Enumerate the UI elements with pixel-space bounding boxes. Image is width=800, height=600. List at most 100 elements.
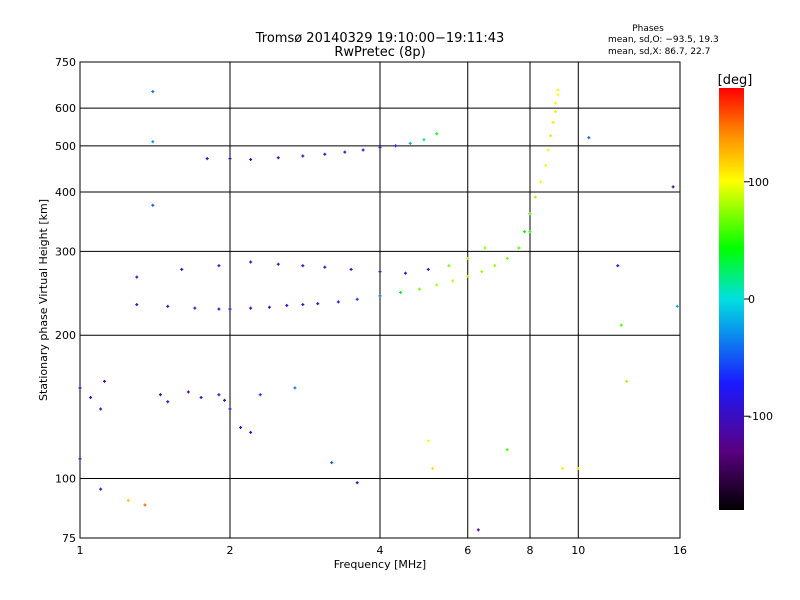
- y-tick-label: 750: [55, 56, 76, 69]
- data-point: [166, 400, 170, 404]
- data-point: [135, 275, 139, 279]
- x-tick-label: 10: [571, 544, 585, 557]
- data-point: [89, 395, 93, 399]
- data-point: [576, 466, 580, 470]
- x-tick-label: 4: [377, 544, 384, 557]
- data-point: [249, 306, 253, 310]
- data-point: [483, 246, 487, 250]
- data-point: [355, 481, 359, 485]
- data-point: [151, 140, 155, 144]
- x-tick-label: 8: [527, 544, 534, 557]
- data-point: [431, 466, 435, 470]
- data-point: [671, 185, 675, 189]
- chart-title-line-2: RwPretec (8p): [334, 45, 425, 60]
- data-point: [399, 290, 403, 294]
- grid-lines: [80, 62, 680, 538]
- data-point: [561, 466, 565, 470]
- colorbar-tick-label: -100: [748, 410, 773, 423]
- data-point: [619, 323, 623, 327]
- data-point: [528, 230, 532, 234]
- colorbar-tick-label: 100: [748, 176, 769, 189]
- data-point: [539, 180, 543, 184]
- y-tick-label: 100: [55, 473, 76, 486]
- data-point: [180, 267, 184, 271]
- colorbar-label: [deg]: [718, 73, 753, 88]
- x-tick-label: 6: [464, 544, 471, 557]
- data-point: [78, 457, 82, 461]
- data-point: [199, 395, 203, 399]
- data-point: [422, 138, 426, 142]
- data-point: [493, 264, 497, 268]
- data-point: [301, 264, 305, 268]
- data-point: [517, 246, 521, 250]
- data-point: [323, 152, 327, 156]
- data-point: [505, 256, 509, 260]
- y-tick-label: 75: [62, 532, 76, 545]
- data-point: [480, 270, 484, 274]
- data-point: [556, 88, 560, 92]
- colorbar-ticks: 100 0 -100: [744, 176, 773, 423]
- data-point: [361, 148, 365, 152]
- data-point: [126, 498, 130, 502]
- data-point: [293, 386, 297, 390]
- data-point: [166, 304, 170, 308]
- data-point: [505, 448, 509, 452]
- data-point: [258, 393, 262, 397]
- data-point: [217, 307, 221, 311]
- data-point: [151, 203, 155, 207]
- data-point: [435, 132, 439, 136]
- data-point: [675, 304, 679, 308]
- data-point: [546, 148, 550, 152]
- data-point: [99, 487, 103, 491]
- data-point: [239, 425, 243, 429]
- data-point: [523, 230, 527, 234]
- data-point: [143, 503, 147, 507]
- data-point: [343, 150, 347, 154]
- data-point: [447, 264, 451, 268]
- data-point: [349, 267, 353, 271]
- data-point: [285, 303, 289, 307]
- y-tick-label: 200: [55, 329, 76, 342]
- data-point: [323, 265, 327, 269]
- data-point: [336, 300, 340, 304]
- data-point: [151, 90, 155, 94]
- data-point: [99, 407, 103, 411]
- chart-title-line-1: Tromsø 20140329 19:10:00−19:11:43: [255, 31, 505, 46]
- data-point: [551, 120, 555, 124]
- data-point: [466, 256, 470, 260]
- data-point: [625, 379, 629, 383]
- data-point: [193, 306, 197, 310]
- data-point: [544, 163, 548, 167]
- data-point: [330, 461, 334, 465]
- y-axis-label: Stationary phase Virtual Height [km]: [37, 199, 50, 401]
- x-tick-label: 1: [77, 544, 84, 557]
- data-point: [616, 264, 620, 268]
- data-point: [276, 156, 280, 160]
- data-point: [135, 303, 139, 307]
- data-point: [378, 270, 382, 274]
- data-point: [403, 271, 407, 275]
- data-point: [417, 287, 421, 291]
- data-point: [378, 145, 382, 149]
- data-point: [103, 379, 107, 383]
- data-point: [466, 274, 470, 278]
- colorbar-tick-label: 0: [748, 293, 755, 306]
- data-point: [301, 303, 305, 307]
- data-point: [426, 267, 430, 271]
- data-point: [228, 307, 232, 311]
- data-point: [316, 302, 320, 306]
- data-point: [533, 195, 537, 199]
- data-point: [217, 264, 221, 268]
- data-point: [553, 101, 557, 105]
- data-point: [378, 294, 382, 298]
- data-point: [223, 398, 227, 402]
- axis-ticks: 1 2 4 6 8 10 16 75 100 200 300 400 500 600 750: [55, 56, 687, 557]
- stats-line-o: mean, sd,O: −93.5, 19.3: [608, 35, 719, 45]
- data-point: [528, 212, 532, 216]
- y-tick-label: 500: [55, 140, 76, 153]
- data-point: [435, 283, 439, 287]
- data-points: [78, 88, 679, 532]
- data-point: [228, 407, 232, 411]
- data-point: [355, 297, 359, 301]
